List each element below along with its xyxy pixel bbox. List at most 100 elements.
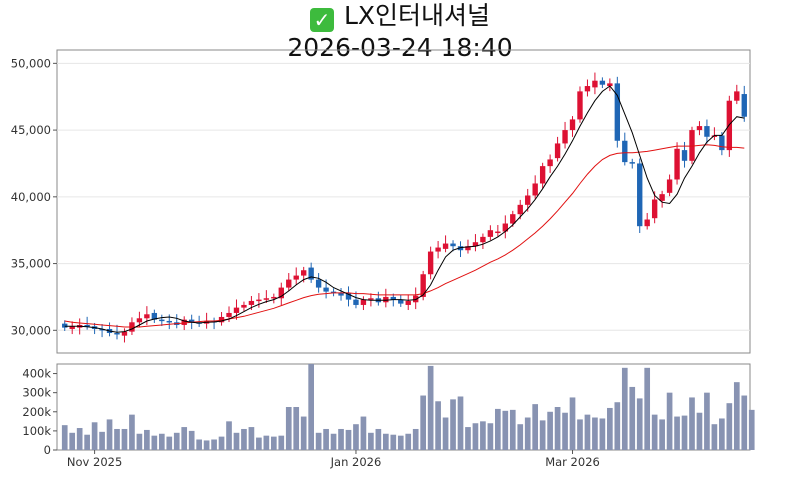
volume-bar (517, 424, 524, 450)
candle-body (487, 230, 494, 237)
candle-body (241, 304, 247, 308)
candle-body (353, 299, 359, 305)
volume-bar (532, 404, 539, 450)
volume-bar (577, 419, 583, 450)
price-y-tick-label: 35,000 (11, 257, 51, 271)
volume-bar (704, 392, 710, 450)
check-mark-icon: ✓ (309, 8, 334, 32)
candle-body (151, 312, 158, 320)
volume-bar (412, 428, 419, 450)
volume-bar (472, 423, 479, 450)
candle-body (599, 80, 606, 85)
volume-bar (233, 432, 240, 450)
candle-body (696, 126, 703, 131)
candle-body (136, 318, 143, 323)
candle-body (450, 243, 456, 247)
volume-bar (390, 434, 397, 450)
volume-bar (457, 396, 464, 450)
candle-body (188, 319, 195, 323)
candle-body (510, 214, 516, 224)
volume-bar (397, 435, 404, 450)
volume-y-tick-label: 300k (22, 386, 51, 400)
volume-bar (136, 433, 143, 450)
volume-bar (607, 407, 613, 450)
volume-bar (285, 407, 292, 450)
volume-bar (308, 364, 314, 450)
candle-body (144, 314, 150, 319)
candle-body (398, 299, 404, 304)
candle-body (539, 166, 546, 184)
volume-bar (166, 436, 173, 450)
candle-body (256, 299, 262, 302)
candle-body (99, 328, 105, 331)
price-y-tick-label: 45,000 (11, 123, 51, 137)
candle-body (614, 83, 621, 141)
candle-body (114, 332, 120, 335)
candle-body (592, 80, 598, 88)
volume-bar (158, 433, 165, 450)
x-tick-label: Mar 2026 (545, 455, 600, 469)
candle-body (554, 143, 561, 159)
volume-bar (270, 436, 277, 450)
volume-bar (592, 417, 598, 450)
volume-bar (181, 427, 188, 450)
volume-bar (547, 411, 553, 450)
candle-body (637, 163, 643, 227)
candle-body (368, 298, 374, 300)
candle-body (622, 140, 628, 163)
volume-bar (114, 428, 120, 450)
volume-bar (748, 409, 755, 450)
candle-body (360, 299, 367, 305)
volume-bar (427, 365, 434, 450)
volume-bar (211, 439, 217, 450)
candle-body (226, 312, 232, 317)
volume-bar (666, 392, 673, 450)
x-tick-label: Nov 2025 (67, 455, 122, 469)
volume-bar (495, 408, 501, 450)
candle-body (584, 86, 591, 92)
volume-bar (338, 428, 344, 450)
candle-body (666, 179, 673, 193)
candle-body (121, 331, 128, 336)
candle-body (271, 296, 277, 299)
candle-body (577, 91, 583, 120)
volume-bar (554, 407, 561, 450)
volume-bar (300, 416, 307, 450)
volume-bar (323, 428, 329, 450)
candle-body (69, 326, 75, 329)
volume-bar (405, 433, 412, 450)
candle-body (517, 204, 523, 215)
volume-bar (524, 417, 531, 450)
volume-bar (674, 416, 680, 450)
candle-body (689, 130, 695, 161)
volume-bar (614, 402, 621, 450)
volume-bar (465, 427, 471, 450)
volume-bar (382, 433, 389, 450)
ma20-line (64, 144, 745, 328)
candle-body (390, 296, 396, 300)
candle-body (84, 324, 90, 327)
candle-body (674, 148, 680, 180)
candle-body (315, 279, 322, 288)
volume-bar (621, 367, 628, 450)
candle-body (569, 119, 576, 131)
candle-body (502, 223, 508, 232)
volume-bar (76, 428, 83, 450)
volume-bar (689, 397, 695, 450)
candle-body (308, 267, 314, 280)
chart-subtitle: 2026-03-24 18:40 (287, 33, 513, 62)
volume-bar (91, 422, 98, 450)
volume-bar (487, 423, 494, 450)
volume-bar (599, 418, 606, 450)
candle-body (413, 295, 419, 303)
price-y-tick-label: 30,000 (11, 323, 51, 337)
chart-title: ✓ LX인터내셔널 (0, 0, 800, 32)
candle-body (427, 251, 434, 275)
volume-y-tick-label: 0 (44, 443, 51, 457)
candle-body (629, 162, 635, 164)
volume-bar (644, 367, 651, 450)
volume-bar (84, 434, 90, 450)
volume-bar (435, 401, 441, 450)
volume-bar (420, 395, 427, 450)
candle-body (181, 319, 187, 325)
